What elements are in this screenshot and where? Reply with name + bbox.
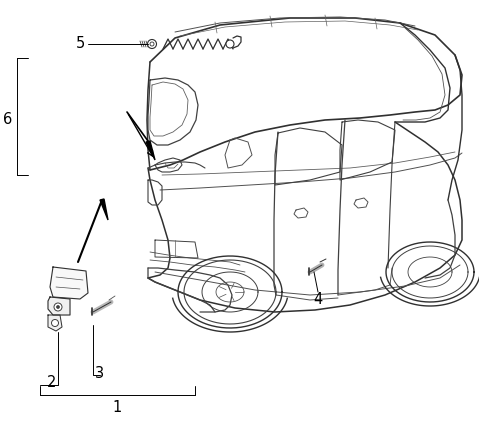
Text: 6: 6: [3, 113, 12, 127]
Polygon shape: [100, 199, 108, 220]
Polygon shape: [146, 141, 155, 160]
Circle shape: [57, 305, 59, 308]
Text: 1: 1: [113, 401, 122, 415]
Circle shape: [226, 40, 234, 48]
Text: 4: 4: [313, 292, 323, 308]
Circle shape: [54, 303, 62, 311]
Text: 3: 3: [95, 366, 104, 381]
Circle shape: [150, 42, 154, 46]
Text: 5: 5: [75, 36, 85, 52]
Polygon shape: [48, 315, 62, 331]
Polygon shape: [50, 267, 88, 299]
Polygon shape: [48, 297, 70, 315]
Circle shape: [52, 319, 58, 327]
Text: 2: 2: [47, 375, 57, 390]
Circle shape: [148, 39, 157, 49]
